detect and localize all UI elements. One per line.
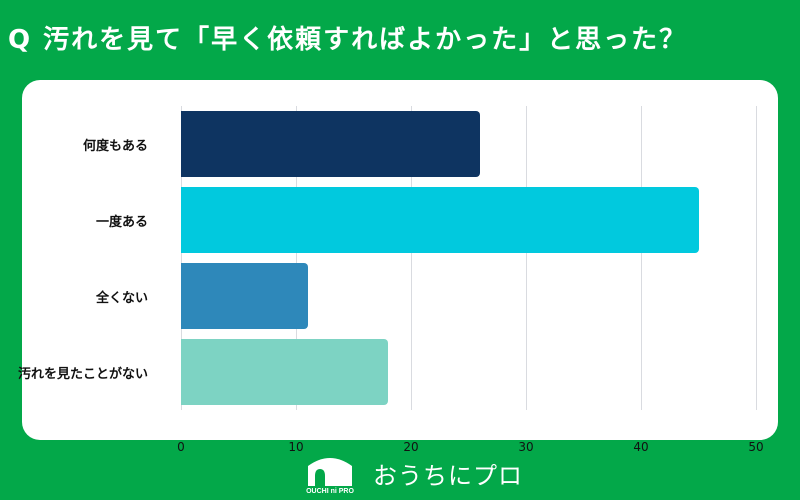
x-tick-label: 20 bbox=[403, 440, 419, 454]
gridline bbox=[181, 106, 182, 410]
x-tick-label: 40 bbox=[633, 440, 649, 454]
x-tick-label: 50 bbox=[748, 440, 764, 454]
x-tick-label: 30 bbox=[518, 440, 534, 454]
category-label: 全くない bbox=[95, 291, 148, 306]
plot-area: 0 10 20 30 40 50 何度もある一度ある全くない汚れを見たことがない bbox=[18, 106, 764, 454]
gridline bbox=[641, 106, 642, 410]
bar[interactable] bbox=[181, 111, 480, 177]
category-label: 何度もある bbox=[82, 139, 148, 154]
gridline bbox=[296, 106, 297, 410]
bar[interactable] bbox=[181, 263, 308, 329]
house-logo-icon: OUCHI ni PRO bbox=[305, 452, 355, 495]
category-label: 汚れを見たことがない bbox=[17, 367, 148, 382]
gridline bbox=[526, 106, 527, 410]
bar[interactable] bbox=[181, 187, 699, 253]
gridline bbox=[756, 106, 757, 410]
svg-text:OUCHI ni PRO: OUCHI ni PRO bbox=[306, 488, 354, 494]
chart-title: Q 汚れを見て「早く依頼すればよかった」と思った？ bbox=[8, 25, 688, 55]
category-label: 一度ある bbox=[95, 215, 148, 230]
brand-name: おうちにプロ bbox=[373, 461, 523, 490]
chart-card: 0 10 20 30 40 50 何度もある一度ある全くない汚れを見たことがない bbox=[18, 80, 778, 454]
bar[interactable] bbox=[181, 339, 388, 405]
gridline bbox=[411, 106, 412, 410]
brand-footer: OUCHI ni PRO おうちにプロ bbox=[305, 452, 523, 495]
x-tick-label: 10 bbox=[288, 440, 304, 454]
x-tick-label: 0 bbox=[177, 440, 185, 454]
